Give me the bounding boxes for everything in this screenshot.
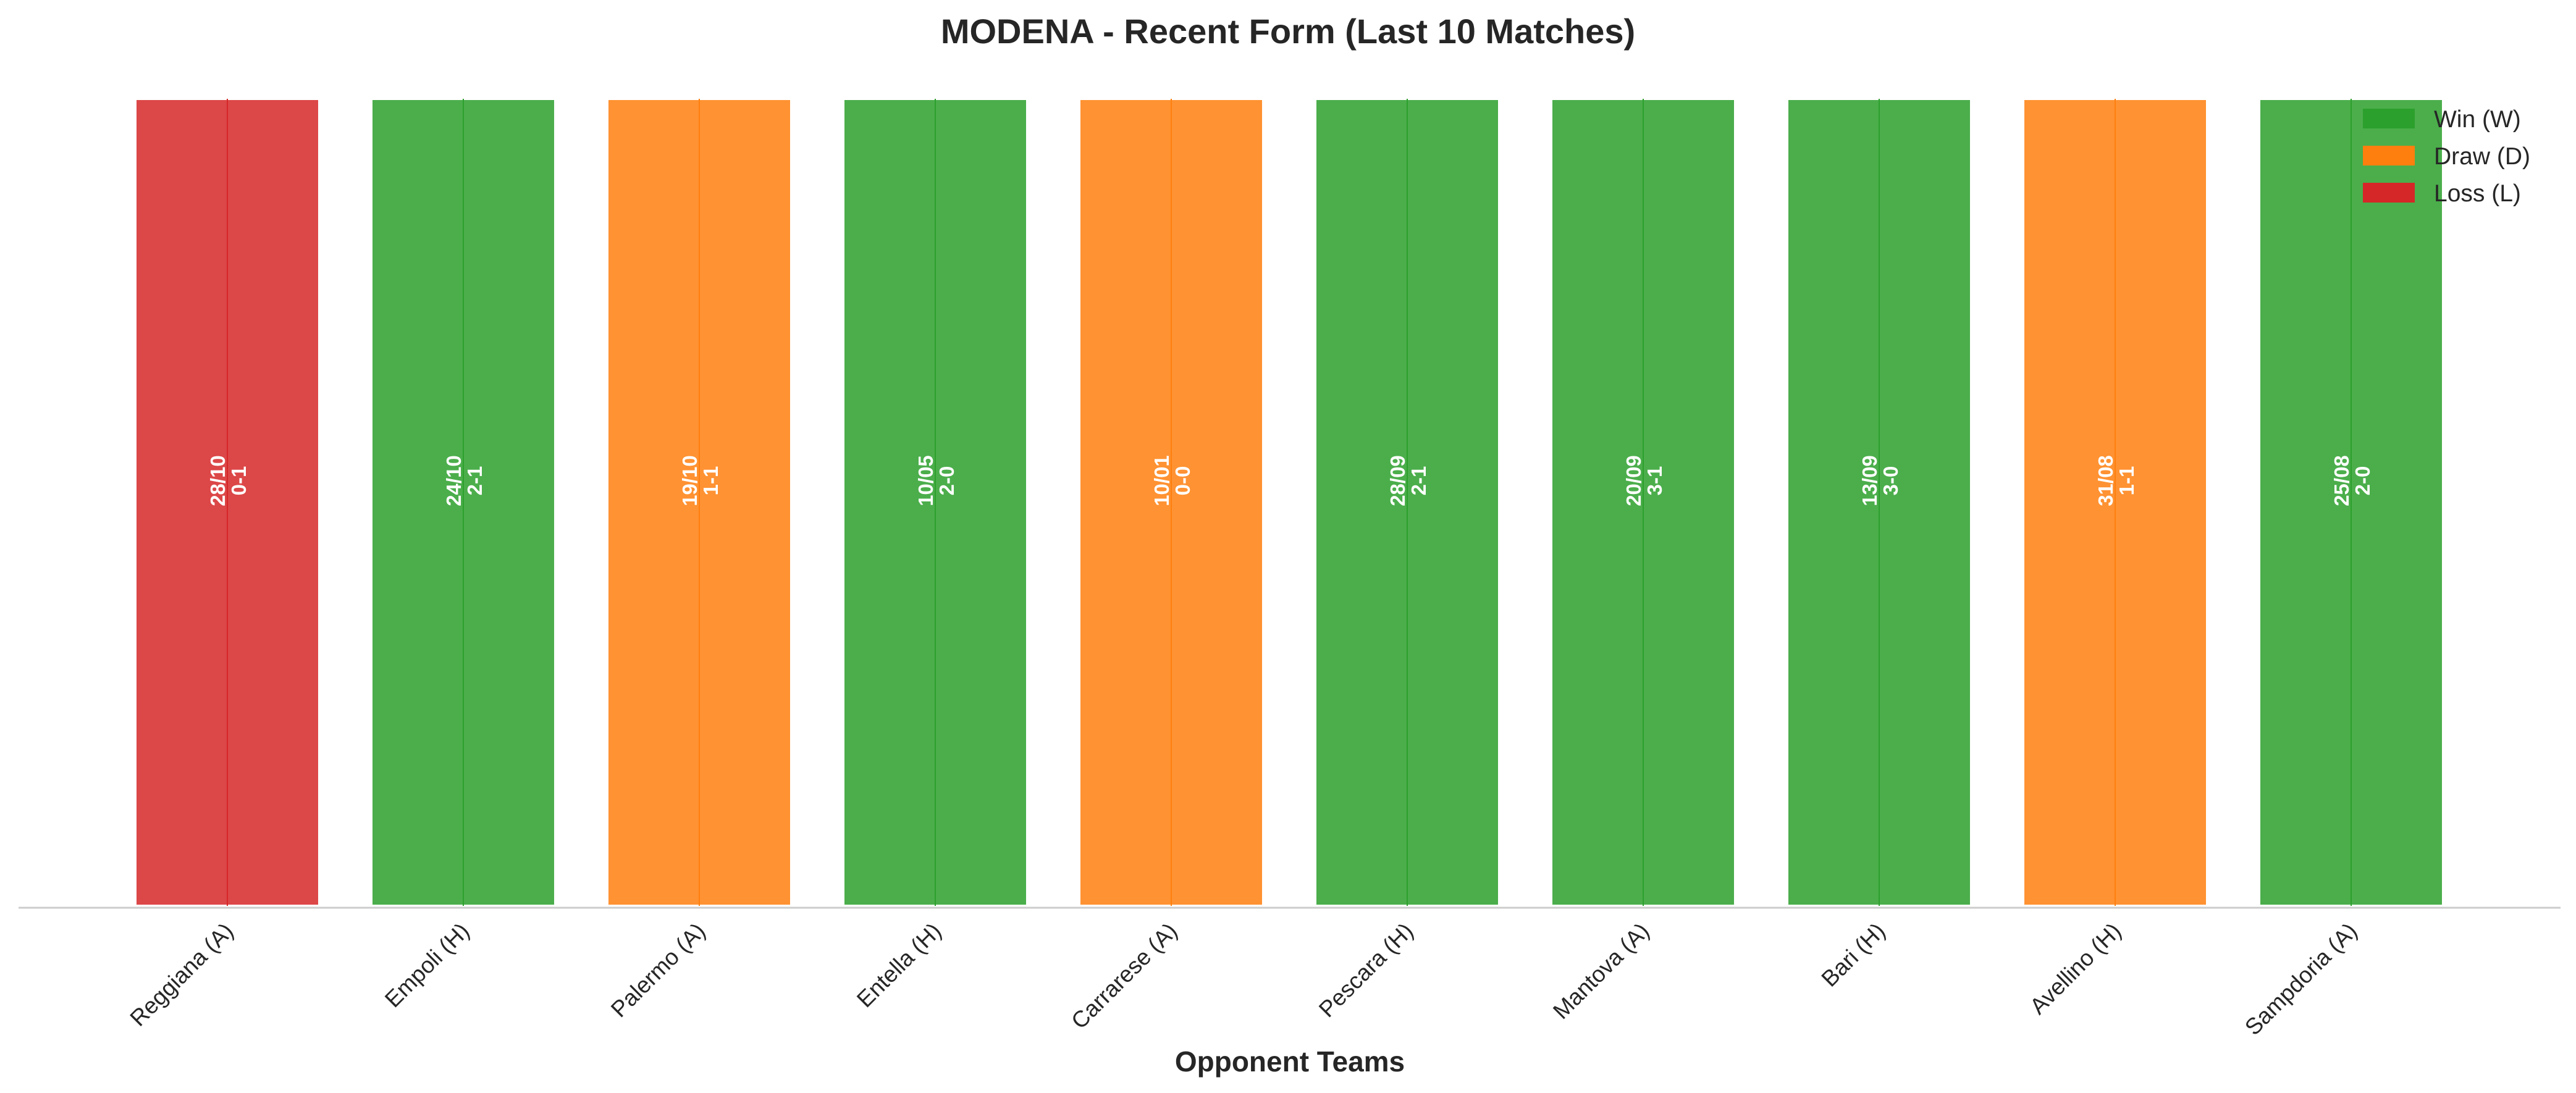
legend-swatch-L [2363,183,2415,203]
bar-label-score-7: 3-0 [1879,466,1902,496]
legend-swatch-D [2363,146,2415,165]
bar-label-score-0: 0-1 [227,466,250,496]
legend-label-D: Draw (D) [2434,143,2530,170]
bars-group: 28/100-1 24/102-1 19/101-1 10/052-0 10/010-0… [134,98,2444,907]
x-tick-labels: Reggiana (A) Empoli (H) Palermo (A) Entella… [125,918,2362,1041]
bar-label-9: 25/082-0 [2330,455,2374,506]
bar-label-date-3: 10/05 [914,455,937,506]
x-axis-label: Opponent Teams [1175,1045,1405,1078]
bar-label-3: 10/052-0 [914,455,958,506]
legend-label-W: Win (W) [2434,106,2521,133]
bar-label-6: 20/093-1 [1622,455,1666,506]
bar-label-date-1: 24/10 [442,455,465,506]
bar-label-score-9: 2-0 [2351,466,2374,496]
bar-label-4: 10/010-0 [1150,455,1194,506]
x-tick-label-3: Entella (H) [852,918,946,1013]
bar-label-score-1: 2-1 [463,466,486,496]
bar-label-score-3: 2-0 [935,466,958,496]
chart-title: MODENA - Recent Form (Last 10 Matches) [941,12,1635,51]
bar-label-7: 13/093-0 [1858,455,1902,506]
legend-label-L: Loss (L) [2434,180,2521,207]
bar-label-date-6: 20/09 [1622,455,1645,506]
x-tick-label-0: Reggiana (A) [125,918,238,1031]
bar-label-8: 31/081-1 [2094,455,2138,506]
bar-label-date-0: 28/10 [206,455,229,506]
x-tick-label-6: Mantova (A) [1548,918,1654,1024]
bar-label-0: 28/100-1 [206,455,250,506]
x-tick-label-4: Carrarese (A) [1066,918,1182,1034]
x-tick-label-1: Empoli (H) [380,918,474,1013]
bar-label-2: 19/101-1 [678,455,722,506]
bar-label-score-6: 3-1 [1643,466,1666,496]
x-tick-label-2: Palermo (A) [606,918,710,1023]
bar-label-date-7: 13/09 [1858,455,1881,506]
bar-label-1: 24/102-1 [442,455,486,506]
legend: Win (W) Draw (D) Loss (L) [2363,106,2530,207]
x-tick-label-7: Bari (H) [1817,918,1890,992]
bar-label-date-8: 31/08 [2094,455,2117,506]
bar-label-date-9: 25/08 [2330,455,2353,506]
x-tick-label-5: Pescara (H) [1314,918,1418,1023]
x-tick-label-8: Avellino (H) [2025,918,2126,1020]
bar-label-score-4: 0-0 [1171,466,1194,496]
bar-label-5: 28/092-1 [1386,455,1430,506]
legend-swatch-W [2363,109,2415,128]
bar-label-score-5: 2-1 [1407,466,1430,496]
bar-label-date-5: 28/09 [1386,455,1409,506]
bar-label-score-8: 1-1 [2115,466,2138,496]
bar-label-date-2: 19/10 [678,455,701,506]
bar-label-date-4: 10/01 [1150,455,1173,506]
bar-label-score-2: 1-1 [699,466,722,496]
x-tick-label-9: Sampdoria (A) [2240,918,2362,1041]
